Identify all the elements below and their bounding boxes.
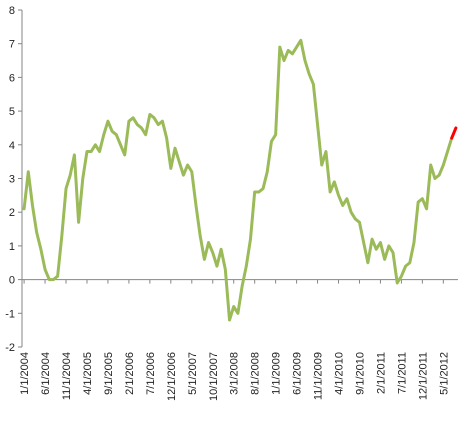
y-tick-label: 3	[9, 174, 15, 186]
x-tick-label: 4/1/2010	[334, 352, 346, 395]
y-tick-label: 1	[9, 241, 15, 253]
x-tick-label: 9/1/2010	[354, 352, 366, 395]
x-tick-label: 8/1/2008	[250, 352, 262, 395]
y-tick-label: -2	[5, 342, 15, 354]
x-tick-label: 2/1/2006	[124, 352, 136, 395]
x-tick-label: 11/1/2009	[313, 352, 325, 400]
x-tick-label: 12/1/2011	[417, 352, 429, 400]
x-tick-label: 5/1/2007	[187, 352, 199, 395]
x-tick-label: 6/1/2009	[292, 352, 304, 395]
x-tick-label: 1/1/2009	[271, 352, 283, 395]
x-tick-label: 7/1/2006	[145, 352, 157, 395]
y-tick-label: 4	[9, 140, 15, 152]
x-tick-label: 1/1/2004	[19, 352, 31, 395]
series-layer	[22, 38, 458, 322]
x-tick-label: 7/1/2011	[396, 352, 408, 394]
x-tick-label: 9/1/2005	[103, 352, 115, 395]
y-tick-label: 6	[9, 72, 15, 84]
y-tick-label: -1	[5, 308, 15, 320]
y-tick-label: 7	[9, 39, 15, 51]
x-tick-label: 4/1/2005	[82, 352, 94, 395]
series-line-main	[22, 38, 454, 322]
x-tick-label: 12/1/2006	[166, 352, 178, 401]
x-tick-label: 2/1/2011	[375, 352, 387, 394]
x-tick-label: 6/1/2004	[40, 352, 52, 395]
x-tick-label: 3/1/2008	[229, 352, 241, 395]
y-axis-ticks: -2 -1 0 1 2 3 4 5 6 7 8	[5, 5, 22, 354]
series-line-projection	[450, 126, 458, 140]
y-tick-label: 5	[9, 106, 15, 118]
x-axis-ticks: 1/1/2004 6/1/2004 11/1/2004 4/1/2005 9/1/200…	[19, 279, 450, 401]
x-tick-label: 5/1/2012	[438, 352, 450, 395]
x-tick-label: 10/1/2007	[208, 352, 220, 401]
x-tick-label: 11/1/2004	[61, 352, 73, 400]
y-tick-label: 0	[9, 275, 15, 287]
y-tick-label: 8	[9, 5, 15, 17]
y-tick-label: 2	[9, 207, 15, 219]
